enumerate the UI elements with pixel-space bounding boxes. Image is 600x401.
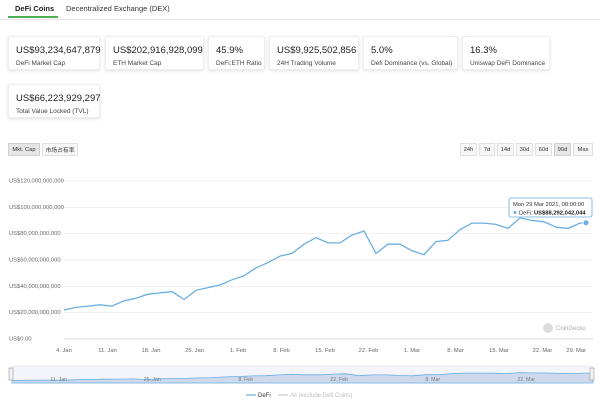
stat-value: 5.0% (371, 45, 393, 56)
stat-card-tvl: US$66,223,929,297 Total Value Locked (TV… (8, 84, 101, 118)
toggle-mkt-cap[interactable]: Mkt. Cap (8, 143, 40, 156)
x-axis-labels: 4. Jan 11. Jan 18. Jan 25. Jan 1. Feb 8. Feb 1… (56, 348, 586, 354)
defi-series-line[interactable] (63, 217, 587, 311)
x-tick-label: 1. Mar (404, 348, 420, 354)
tab-defi-coins[interactable]: DeFi Coins (15, 4, 55, 13)
navigator-axis-labels: 11. Jan 25. Jan 8. Feb 22. Feb 8. Mar 22. Mar (50, 377, 535, 383)
stat-card-defi-dominance: 5.0% Defi Dominance (vs. Global) (363, 36, 458, 70)
x-tick-label: 4. Jan (56, 348, 72, 354)
x-tick-label: 8. Feb (273, 348, 289, 354)
stat-label: 24H Trading Volume (277, 60, 336, 67)
coingecko-logo-icon (543, 323, 553, 333)
x-tick-label: 8. Mar (447, 348, 463, 354)
x-tick-label: 11. Jan (98, 348, 117, 354)
x-tick-label: 29. Mar (566, 348, 586, 354)
range-24h-button[interactable]: 24h (460, 143, 477, 156)
tooltip-series-label: DeFi: (519, 211, 533, 217)
x-tick-label: 15. Mar (489, 348, 509, 354)
active-tab-indicator (8, 16, 58, 18)
navigator-tick-label: 22. Feb (330, 377, 348, 383)
stat-label: Defi Dominance (vs. Global) (371, 60, 453, 67)
range-7d-button[interactable]: 7d (479, 143, 495, 156)
navigator-right-handle[interactable] (589, 367, 595, 381)
tab-bar: DeFi Coins Decentralized Exchange (DEX) (0, 0, 600, 20)
stat-card-eth-market-cap: US$202,916,928,099 ETH Market Cap (105, 36, 204, 70)
stat-label: DeFi Market Cap (16, 60, 66, 67)
stat-value: US$66,223,929,297 (16, 93, 101, 104)
stat-value: US$202,916,928,099 (113, 45, 203, 56)
stat-card-defi-eth-ratio: 45.9% DeFi:ETH Ratio (208, 36, 265, 70)
navigator-tick-label: 8. Mar (425, 377, 440, 383)
stat-value: US$93,234,647,879 (16, 45, 101, 56)
stat-label: Uniswap DeFi Dominance (470, 60, 546, 67)
x-tick-label: 22. Mar (533, 348, 553, 354)
y-tick-label: US$0.00 (9, 337, 32, 343)
stat-label: ETH Market Cap (113, 60, 162, 67)
legend-defi-label[interactable]: DeFi (258, 393, 271, 399)
stat-value: US$9,925,502,856 (277, 45, 357, 56)
watermark-text: CoinGecko (556, 326, 586, 332)
navigator-series-area (11, 372, 594, 384)
x-tick-label: 15. Feb (315, 348, 335, 354)
navigator-tick-label: 8. Feb (238, 377, 253, 383)
tooltip-value: US$88,292,042,044 (534, 211, 586, 217)
stat-value: 16.3% (470, 45, 497, 56)
navigator-left-handle[interactable] (8, 367, 14, 381)
y-tick-label: US$60,000,000,000 (9, 258, 61, 264)
range-max-button[interactable]: Max (573, 143, 593, 156)
navigator-tick-label: 25. Jan (144, 377, 161, 383)
range-90d-button[interactable]: 90d (554, 143, 571, 156)
navigator-tick-label: 11. Jan (50, 377, 67, 383)
tooltip: Mon 29 Mar 2021, 08:00:00 DeFi: US$88,29… (508, 197, 593, 218)
x-tick-label: 25. Jan (185, 348, 204, 354)
y-tick-label: US$40,000,000,000 (9, 284, 61, 290)
tab-decentralized-exchange[interactable]: Decentralized Exchange (DEX) (66, 4, 170, 13)
stat-label: DeFi:ETH Ratio (216, 60, 262, 67)
navigator-tick-label: 22. Mar (517, 377, 535, 383)
tooltip-series-dot (513, 211, 517, 214)
x-tick-label: 1. Feb (230, 348, 246, 354)
hovered-data-point[interactable] (582, 219, 590, 227)
range-60d-button[interactable]: 60d (535, 143, 552, 156)
stat-card-24h-volume: US$9,925,502,856 24H Trading Volume (269, 36, 359, 70)
coingecko-watermark: CoinGecko (543, 323, 586, 333)
range-14d-button[interactable]: 14d (497, 143, 514, 156)
y-tick-label: US$100,000,000,000 (9, 205, 64, 211)
y-axis-labels: US$0.00 US$20,000,000,000 US$40,000,000,00… (9, 179, 64, 343)
chart-gridlines (64, 180, 593, 313)
x-tick-label: 22. Feb (359, 348, 379, 354)
legend-all-label[interactable]: All (exclude Defi Coins) (290, 393, 352, 399)
stat-label: Total Value Locked (TVL) (16, 108, 89, 115)
tooltip-title: Mon 29 Mar 2021, 08:00:00 (513, 202, 584, 208)
chart-legend: DeFi All (exclude Defi Coins) (246, 393, 352, 399)
stat-card-uniswap-dominance: 16.3% Uniswap DeFi Dominance (462, 36, 550, 70)
range-30d-button[interactable]: 30d (516, 143, 533, 156)
toggle-market-share[interactable]: 市场占有率 (42, 143, 78, 156)
y-tick-label: US$80,000,000,000 (9, 231, 61, 237)
stat-card-defi-market-cap: US$93,234,647,879 DeFi Market Cap (8, 36, 101, 70)
x-tick-label: 18. Jan (141, 348, 160, 354)
y-tick-label: US$120,000,000,000 (9, 179, 64, 185)
y-tick-label: US$20,000,000,000 (9, 310, 61, 316)
stat-value: 45.9% (216, 45, 243, 56)
